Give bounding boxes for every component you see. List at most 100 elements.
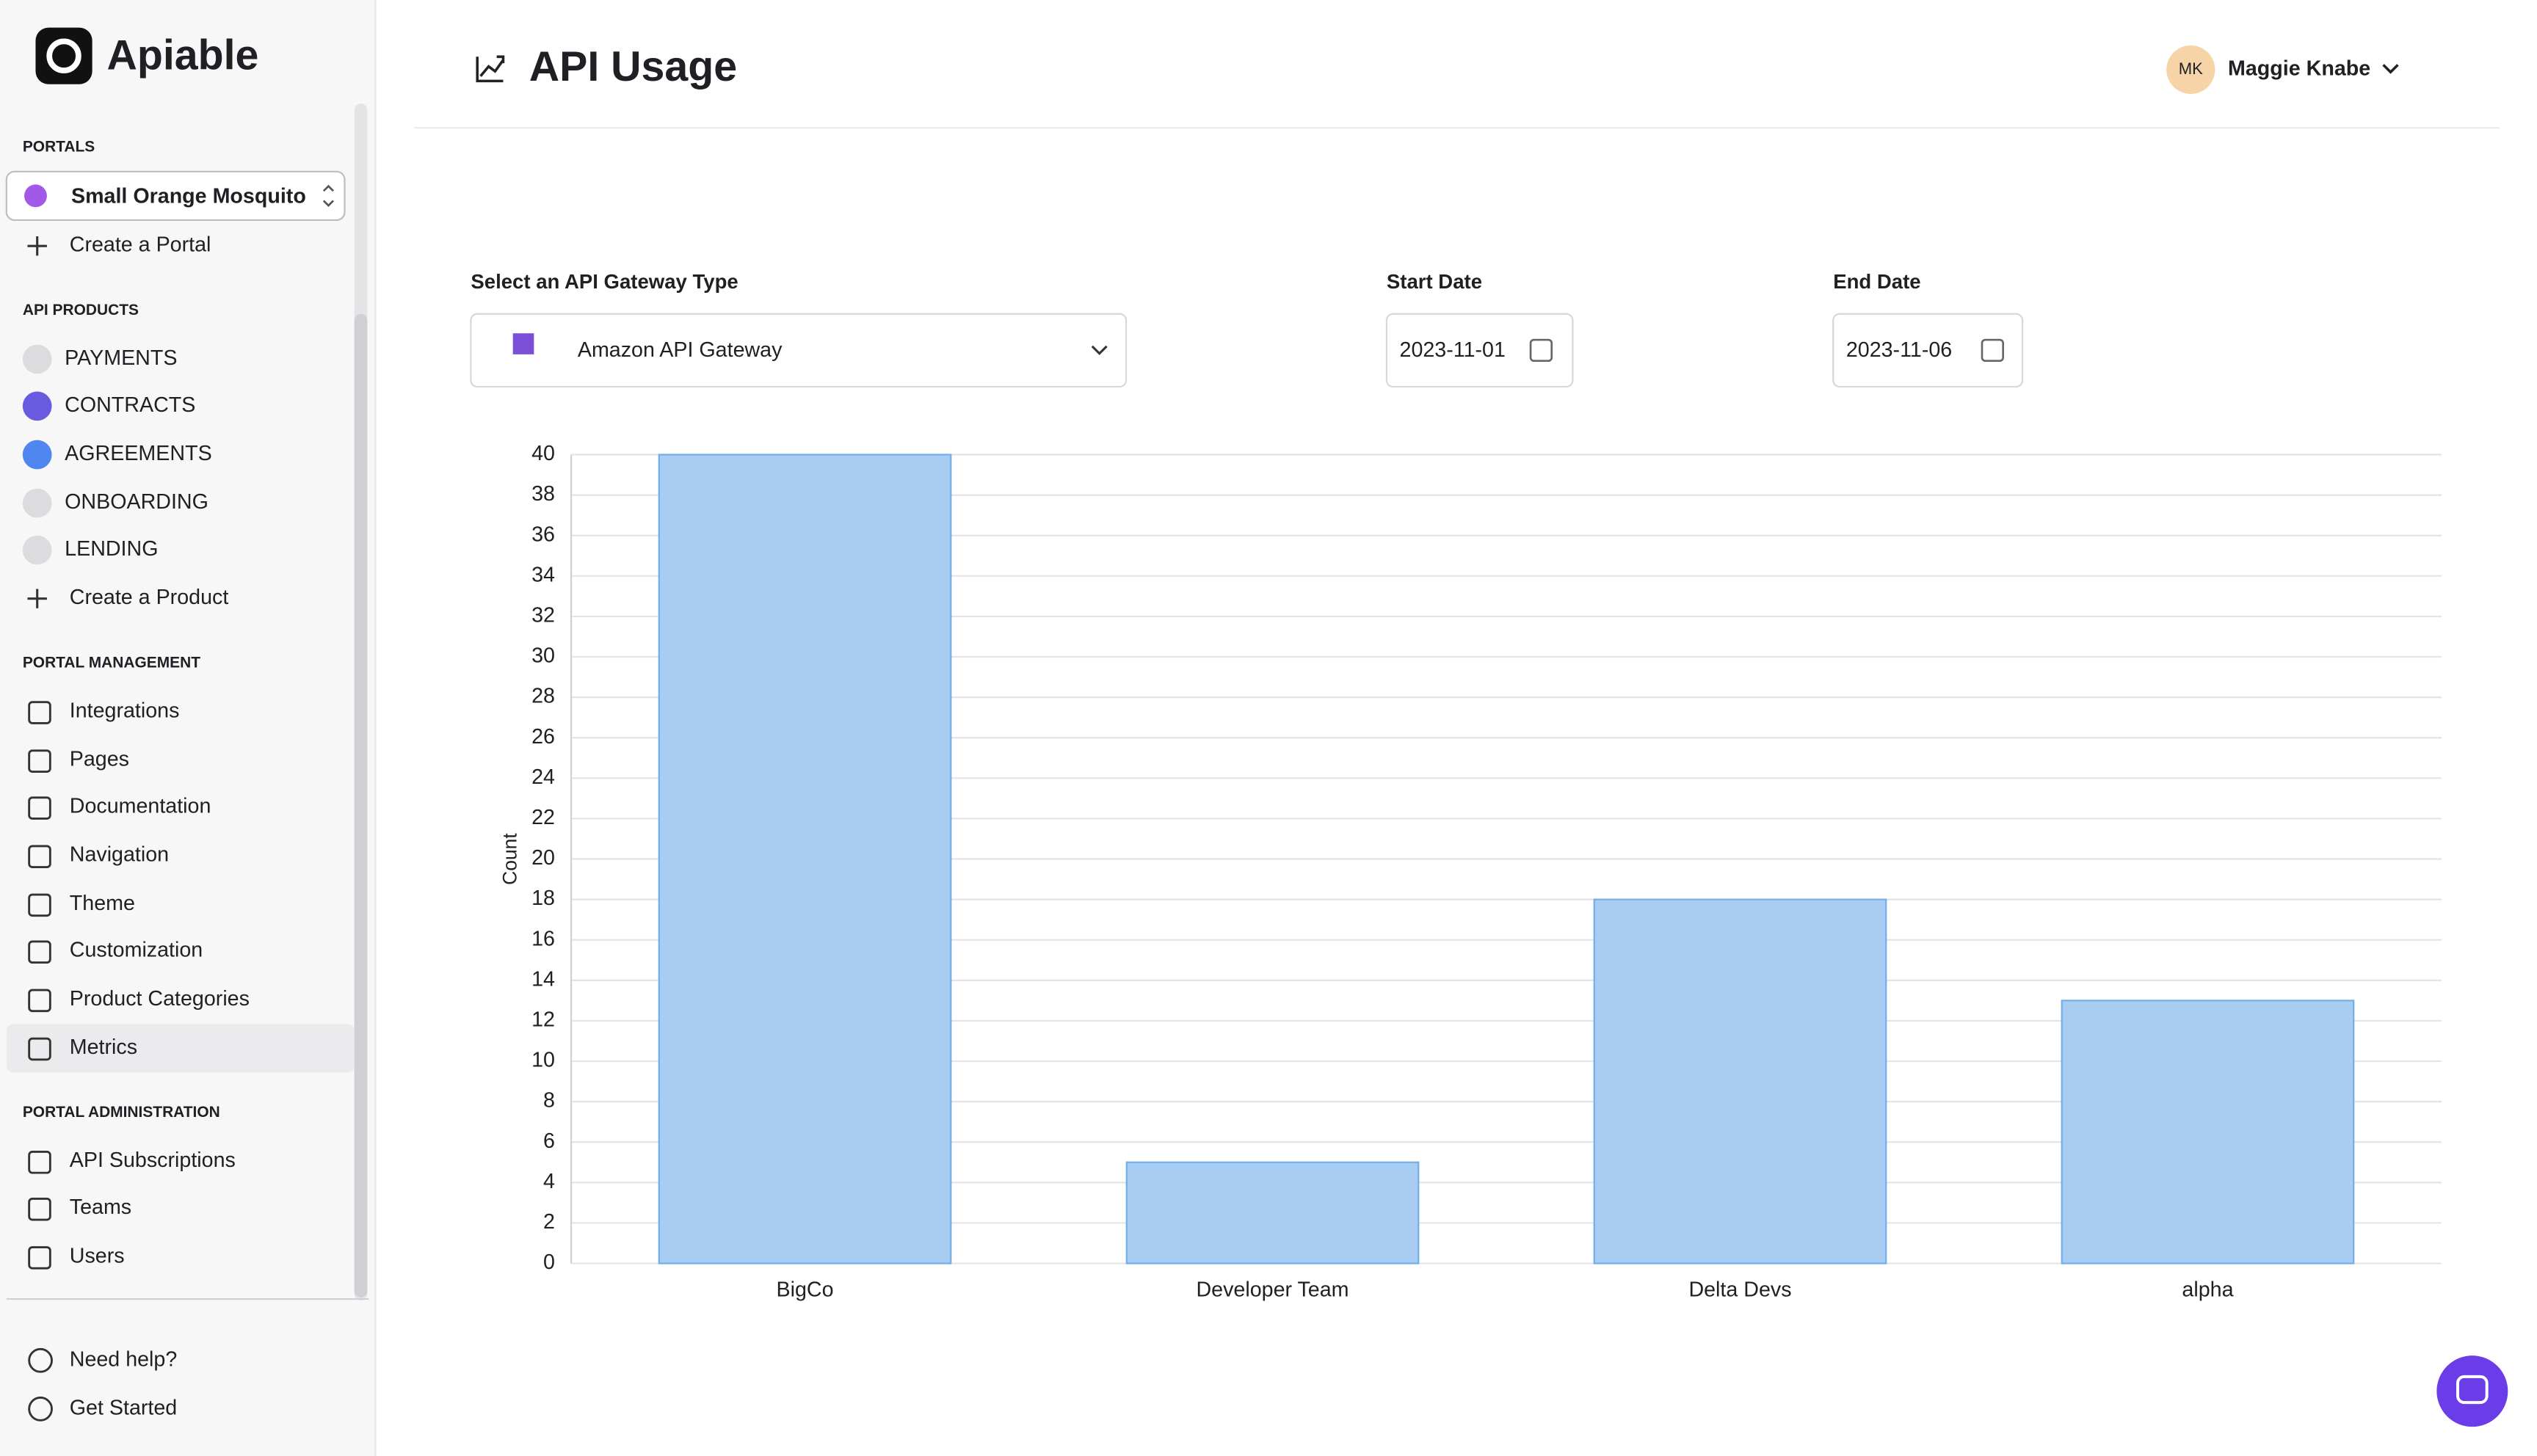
x-tick-label: alpha [2182, 1278, 2233, 1302]
product-dot [22, 344, 52, 374]
product-dot [22, 440, 52, 470]
y-tick-label: 34 [531, 563, 555, 586]
end-date-value: 2023-11-06 [1846, 338, 1952, 362]
footer-icon [28, 1347, 53, 1373]
footer-icon [28, 1397, 53, 1422]
start-calendar-icon [1529, 338, 1553, 362]
bar [2061, 1000, 2355, 1264]
nav-icon [28, 701, 51, 724]
nav-item[interactable]: Teams [70, 1195, 131, 1219]
y-tick-label: 4 [543, 1170, 555, 1193]
y-tick-label: 26 [531, 725, 555, 749]
nav-item[interactable]: Integrations [70, 699, 180, 723]
y-tick-label: 10 [531, 1049, 555, 1072]
nav-icon [28, 845, 51, 868]
product-dot [22, 488, 52, 518]
logo-mark [35, 27, 92, 84]
x-tick-label: Delta Devs [1688, 1278, 1791, 1302]
nav-icon [28, 893, 51, 917]
gateway-icon [512, 333, 534, 354]
nav-item[interactable]: API Subscriptions [70, 1149, 236, 1172]
gateway-caret [1091, 345, 1108, 355]
product-dot [22, 535, 52, 565]
nav-item[interactable]: AGREEMENTS [65, 442, 212, 465]
gateway-label: Select an API Gateway Type [471, 270, 738, 293]
nav-icon [28, 1246, 51, 1270]
y-tick-label: 36 [531, 523, 555, 546]
nav-icon [28, 1151, 51, 1174]
nav-icon [28, 1197, 51, 1221]
nav-item[interactable]: Metrics [70, 1035, 137, 1059]
product-dot [22, 391, 52, 421]
nav-item[interactable]: LENDING [65, 537, 158, 561]
section-label: API PRODUCTS [23, 302, 139, 318]
logo-glyph [46, 38, 81, 73]
nav-item[interactable]: Product Categories [70, 987, 250, 1011]
gateway-select[interactable] [470, 313, 1128, 388]
nav-icon [28, 749, 51, 773]
end-calendar-icon [1981, 338, 2004, 362]
nav-icon [28, 940, 51, 964]
avatar-initials: MK [2179, 59, 2203, 78]
y-tick-label: 6 [543, 1129, 555, 1153]
start-label: Start Date [1387, 270, 1482, 293]
plus-icon [27, 236, 47, 256]
y-tick-label: 30 [531, 644, 555, 668]
sidebar [0, 0, 376, 1456]
y-tick-label: 40 [531, 442, 555, 465]
nav-item[interactable]: Pages [70, 748, 129, 771]
y-tick-label: 20 [531, 846, 555, 870]
y-tick-label: 18 [531, 887, 555, 910]
nav-icon [28, 796, 51, 820]
gateway-value: Amazon API Gateway [578, 338, 783, 362]
nav-item[interactable]: Create a Portal [70, 233, 211, 257]
end-label: End Date [1833, 270, 1920, 293]
nav-item[interactable]: Navigation [70, 843, 169, 867]
nav-item[interactable]: ONBOARDING [65, 490, 208, 514]
nav-icon [28, 989, 51, 1013]
bar [1125, 1161, 1420, 1264]
nav-item[interactable]: Need help? [70, 1347, 178, 1371]
bar [658, 454, 952, 1264]
y-tick-label: 32 [531, 603, 555, 627]
nav-item[interactable]: Theme [70, 892, 135, 915]
y-tick-label: 14 [531, 967, 555, 991]
section-label: PORTALS [23, 138, 95, 155]
chat-button[interactable] [2436, 1355, 2508, 1427]
y-tick-label: 22 [531, 806, 555, 829]
nav-item[interactable]: Users [70, 1244, 125, 1267]
start-date-value: 2023-11-01 [1400, 338, 1506, 362]
bar [1593, 898, 1887, 1264]
y-tick-label: 28 [531, 685, 555, 708]
portal-dot [24, 184, 47, 208]
portal-selected: Small Orange Mosquito [71, 185, 306, 208]
brand: Apiable [106, 32, 258, 79]
page-title: API Usage [529, 43, 737, 90]
nav-item[interactable]: Customization [70, 939, 203, 962]
y-axis-label: Count [498, 833, 520, 885]
nav-item[interactable]: Create a Product [70, 586, 229, 609]
scrollbar-thumb [354, 313, 368, 1297]
nav-item[interactable]: Documentation [70, 795, 211, 818]
portal-select[interactable] [5, 170, 346, 222]
chat-icon [2456, 1375, 2489, 1405]
nav-item[interactable]: PAYMENTS [65, 346, 177, 370]
header-icon [476, 55, 505, 83]
user-name[interactable]: Maggie Knabe [2228, 57, 2370, 81]
portal-caret [322, 184, 334, 207]
nav-icon [28, 1037, 51, 1061]
section-label: PORTAL MANAGEMENT [23, 654, 200, 671]
y-tick-label: 24 [531, 765, 555, 789]
end-date-input[interactable] [1832, 313, 2024, 388]
x-tick-label: Developer Team [1196, 1278, 1349, 1302]
section-label: PORTAL ADMINISTRATION [23, 1104, 220, 1121]
nav-item[interactable]: CONTRACTS [65, 393, 195, 417]
user-caret[interactable] [2382, 64, 2399, 74]
start-date-input[interactable] [1385, 313, 1574, 388]
avatar[interactable] [2166, 45, 2215, 95]
plus-icon [27, 589, 47, 608]
nav-item[interactable]: Get Started [70, 1396, 177, 1419]
y-tick-label: 38 [531, 482, 555, 506]
